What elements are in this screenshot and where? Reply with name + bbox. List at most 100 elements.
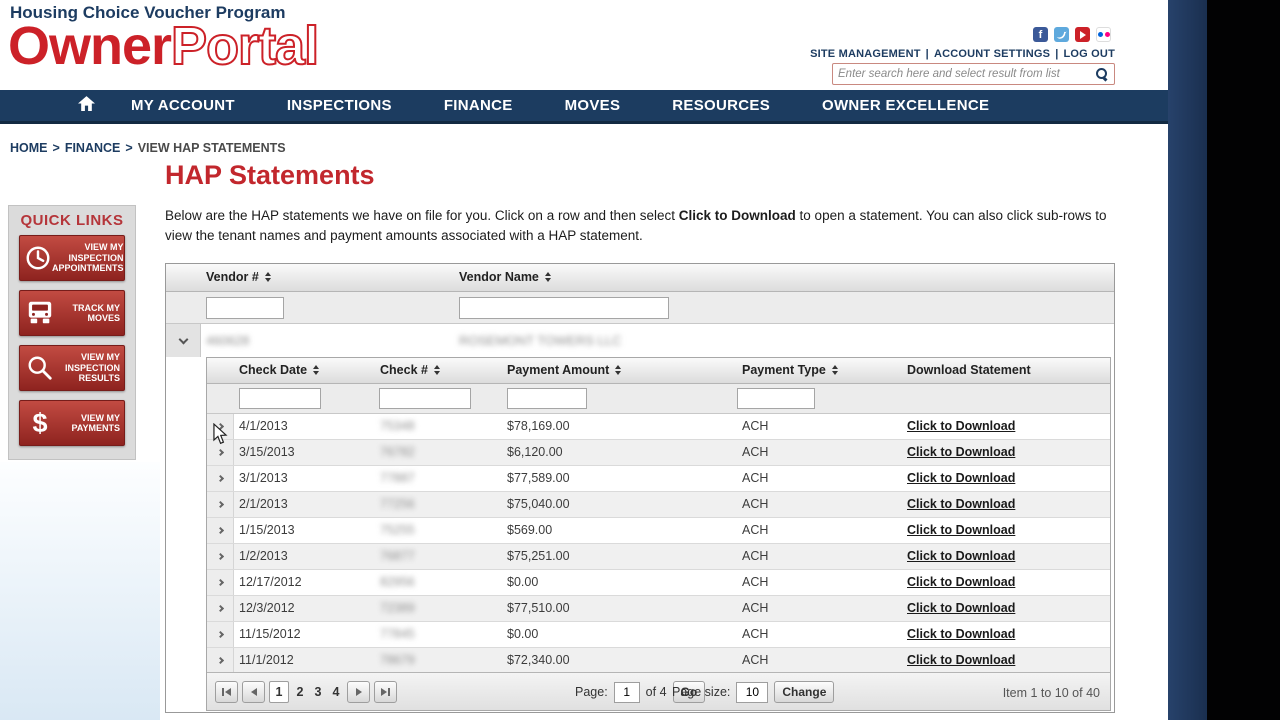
statement-row[interactable]: 2/1/2013 77256 $75,040.00 ACH Click to D… [207,492,1110,518]
site-management-link[interactable]: SITE MANAGEMENT [810,48,921,60]
row-expander[interactable] [207,492,234,517]
track-my-moves-button[interactable]: TRACK MY MOVES [19,290,125,336]
row-expander[interactable] [207,570,234,595]
download-link[interactable]: Click to Download [907,601,1016,615]
statement-row[interactable]: 3/15/2013 76782 $6,120.00 ACH Click to D… [207,440,1110,466]
payment-type-cell: ACH [742,523,769,537]
nav-my-account[interactable]: MY ACCOUNT [131,97,235,114]
nav-inspections[interactable]: INSPECTIONS [286,97,392,114]
check-date-filter-input[interactable] [239,388,321,409]
chevron-right-icon [216,604,224,613]
view-inspection-appointments-button[interactable]: VIEW MY INSPECTION APPOINTMENTS [19,235,125,281]
statement-row[interactable]: 12/17/2012 82956 $0.00 ACH Click to Down… [207,570,1110,596]
payment-amount-filter-input[interactable] [507,388,587,409]
nav-finance[interactable]: FINANCE [443,97,513,114]
vendor-row-collapse-cell[interactable] [166,324,201,357]
last-page-button[interactable] [374,681,397,703]
download-link[interactable]: Click to Download [907,627,1016,641]
row-expander[interactable] [207,440,234,465]
vendor-number-column-header[interactable]: Vendor # [206,270,271,284]
download-link[interactable]: Click to Download [907,549,1016,563]
nav-home[interactable] [78,95,95,116]
account-settings-link[interactable]: ACCOUNT SETTINGS [933,48,1051,60]
check-number-column-header[interactable]: Check # [380,363,440,377]
account-links: SITE MANAGEMENT | ACCOUNT SETTINGS | LOG OUT [810,48,1115,60]
page-number-input[interactable] [613,681,640,703]
check-number-cell-blurred: 78679 [380,653,415,667]
download-link[interactable]: Click to Download [907,653,1016,667]
download-link[interactable]: Click to Download [907,445,1016,459]
statements-header-row: Check Date Check # Payment Amount Paymen… [207,358,1110,384]
check-number-cell-blurred: 72389 [380,601,415,615]
payment-type-column-header[interactable]: Payment Type [742,363,838,377]
owner-portal-logo: OwnerPortal [8,15,320,77]
payment-type-filter-input[interactable] [737,388,815,409]
payment-type-cell: ACH [742,419,769,433]
next-page-button[interactable] [347,681,370,703]
page-number-current[interactable]: 1 [269,681,289,703]
view-my-payments-button[interactable]: $ VIEW MY PAYMENTS [19,400,125,446]
vendor-name-column-header[interactable]: Vendor Name [459,270,551,284]
item-range-label: Item 1 to 10 of 40 [1002,686,1100,700]
statement-row[interactable]: 11/15/2012 77845 $0.00 ACH Click to Down… [207,622,1110,648]
statement-row[interactable]: 12/3/2012 72389 $77,510.00 ACH Click to … [207,596,1110,622]
vendor-number-filter-input[interactable] [206,297,284,319]
nav-resources[interactable]: RESOURCES [672,97,770,114]
download-link[interactable]: Click to Download [907,497,1016,511]
nav-owner-excellence[interactable]: OWNER EXCELLENCE [822,97,990,114]
row-expander[interactable] [207,596,234,621]
download-link[interactable]: Click to Download [907,419,1016,433]
page-number[interactable]: 3 [314,685,322,699]
payment-type-cell: ACH [742,653,769,667]
statement-row[interactable]: 1/2/2013 76877 $75,251.00 ACH Click to D… [207,544,1110,570]
change-button[interactable]: Change [774,681,835,703]
search-icon[interactable] [1095,67,1109,81]
page-of-label: of 4 [645,685,667,699]
statement-row[interactable]: 11/1/2012 78679 $72,340.00 ACH Click to … [207,648,1110,674]
payment-amount-column-header[interactable]: Payment Amount [507,363,622,377]
youtube-icon[interactable] [1075,27,1090,42]
vendor-name-filter-input[interactable] [459,297,669,319]
view-inspection-results-button[interactable]: VIEW MY INSPECTION RESULTS [19,345,125,391]
sort-icon [433,365,440,375]
statements-subtable: Check Date Check # Payment Amount Paymen… [206,357,1111,711]
twitter-icon[interactable] [1054,27,1069,42]
download-link[interactable]: Click to Download [907,471,1016,485]
first-page-button[interactable] [215,681,238,703]
payment-amount-cell: $77,589.00 [507,471,570,485]
statement-row[interactable]: 1/15/2013 75255 $569.00 ACH Click to Dow… [207,518,1110,544]
go-button[interactable]: Go [672,681,706,703]
previous-page-button[interactable] [242,681,265,703]
chevron-right-icon [216,448,224,457]
page-size-input[interactable] [736,681,769,703]
check-number-cell-blurred: 75255 [380,523,415,537]
row-expander[interactable] [207,544,234,569]
statement-row[interactable]: 3/1/2013 77887 $77,589.00 ACH Click to D… [207,466,1110,492]
page-jump-group: Page: of 4 Go [575,681,706,703]
video-frame-navy-strip [1168,0,1207,720]
page-number[interactable]: 4 [332,685,340,699]
download-link[interactable]: Click to Download [907,523,1016,537]
search-input[interactable] [838,68,1095,80]
flickr-icon[interactable] [1096,27,1111,42]
vendor-name-blurred: ROSEMONT TOWERS LLC [459,333,622,348]
breadcrumb-home[interactable]: HOME [10,141,48,155]
check-number-filter-input[interactable] [379,388,471,409]
check-date-cell: 11/15/2012 [239,627,301,641]
page-number[interactable]: 2 [296,685,304,699]
facebook-icon[interactable]: f [1033,27,1048,42]
row-expander[interactable] [207,466,234,491]
statement-row[interactable]: 4/1/2013 75348 $78,169.00 ACH Click to D… [207,414,1110,440]
row-expander[interactable] [207,518,234,543]
vendor-row[interactable]: 460628 ROSEMONT TOWERS LLC [166,324,1114,357]
row-expander[interactable] [207,622,234,647]
nav-moves[interactable]: MOVES [564,97,621,114]
check-date-cell: 3/1/2013 [239,471,288,485]
breadcrumb-finance[interactable]: FINANCE [64,141,121,155]
check-date-column-header[interactable]: Check Date [239,363,320,377]
log-out-link[interactable]: LOG OUT [1063,48,1115,60]
download-link[interactable]: Click to Download [907,575,1016,589]
payment-type-cell: ACH [742,549,769,563]
row-expander[interactable] [207,648,234,673]
check-number-cell-blurred: 77256 [380,497,415,511]
